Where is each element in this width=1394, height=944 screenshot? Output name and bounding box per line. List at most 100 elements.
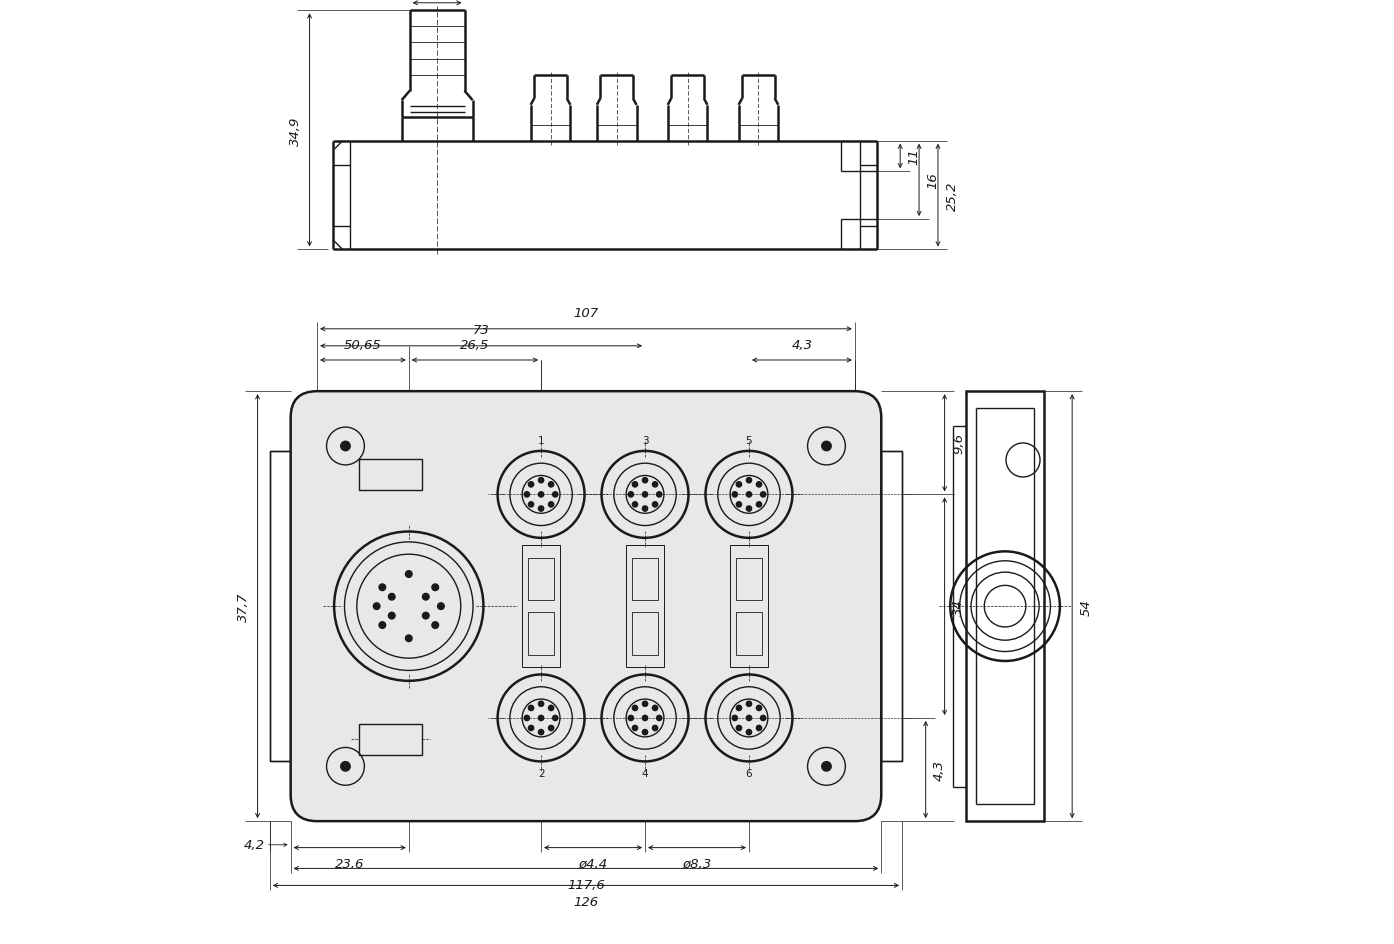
- Bar: [736, 613, 763, 655]
- Circle shape: [374, 603, 381, 610]
- Circle shape: [438, 603, 445, 610]
- Text: 3: 3: [641, 435, 648, 445]
- Circle shape: [524, 492, 530, 497]
- Circle shape: [548, 482, 553, 487]
- Text: 4,3: 4,3: [933, 759, 947, 781]
- Circle shape: [406, 635, 413, 642]
- Circle shape: [757, 482, 761, 487]
- Circle shape: [528, 726, 534, 731]
- Text: ø4,4: ø4,4: [579, 857, 608, 870]
- Circle shape: [389, 613, 395, 619]
- Text: 11: 11: [907, 148, 920, 165]
- Circle shape: [548, 705, 553, 711]
- Circle shape: [643, 716, 648, 721]
- Circle shape: [657, 492, 662, 497]
- Circle shape: [422, 594, 429, 600]
- Circle shape: [736, 482, 742, 487]
- Text: 107: 107: [573, 307, 598, 320]
- Circle shape: [652, 482, 658, 487]
- Text: 26,5: 26,5: [460, 338, 489, 351]
- Text: 23,6: 23,6: [335, 857, 364, 870]
- Bar: [358, 460, 422, 491]
- Text: 1: 1: [538, 435, 545, 445]
- Circle shape: [422, 613, 429, 619]
- Circle shape: [746, 478, 751, 483]
- Bar: [631, 558, 658, 600]
- Text: 117,6: 117,6: [567, 878, 605, 891]
- Circle shape: [746, 716, 751, 721]
- Circle shape: [732, 492, 737, 497]
- Circle shape: [389, 594, 395, 600]
- Text: 34: 34: [952, 598, 965, 615]
- Circle shape: [821, 762, 831, 771]
- Circle shape: [746, 492, 751, 497]
- Circle shape: [643, 506, 648, 512]
- Circle shape: [633, 705, 637, 711]
- Text: ø8,3: ø8,3: [683, 857, 711, 870]
- Circle shape: [821, 442, 831, 451]
- Text: 73: 73: [473, 324, 489, 337]
- Text: 37,7: 37,7: [237, 592, 250, 621]
- Circle shape: [757, 502, 761, 508]
- Circle shape: [757, 726, 761, 731]
- Circle shape: [652, 502, 658, 508]
- Circle shape: [538, 730, 544, 735]
- Circle shape: [652, 705, 658, 711]
- Circle shape: [746, 701, 751, 707]
- Text: 16: 16: [927, 173, 940, 189]
- Circle shape: [548, 502, 553, 508]
- Circle shape: [757, 705, 761, 711]
- Circle shape: [652, 726, 658, 731]
- Circle shape: [548, 726, 553, 731]
- Text: 5: 5: [746, 435, 753, 445]
- Bar: [523, 546, 560, 667]
- Circle shape: [552, 492, 558, 497]
- Circle shape: [538, 716, 544, 721]
- Bar: [626, 546, 664, 667]
- Text: 9,6: 9,6: [952, 432, 965, 454]
- Text: 2: 2: [538, 768, 545, 778]
- Bar: [736, 558, 763, 600]
- Text: 25,2: 25,2: [945, 181, 959, 211]
- Circle shape: [538, 478, 544, 483]
- Circle shape: [643, 730, 648, 735]
- Circle shape: [736, 705, 742, 711]
- Circle shape: [643, 492, 648, 497]
- Bar: [730, 546, 768, 667]
- Circle shape: [406, 571, 413, 578]
- Circle shape: [538, 506, 544, 512]
- Circle shape: [379, 622, 386, 629]
- Circle shape: [633, 726, 637, 731]
- Text: 6: 6: [746, 768, 753, 778]
- Circle shape: [340, 762, 350, 771]
- Text: 4: 4: [641, 768, 648, 778]
- Circle shape: [657, 716, 662, 721]
- Circle shape: [432, 622, 439, 629]
- Bar: [358, 724, 422, 755]
- Circle shape: [643, 701, 648, 707]
- Bar: [966, 392, 1044, 821]
- Circle shape: [736, 726, 742, 731]
- Bar: [631, 613, 658, 655]
- Bar: [881, 452, 902, 761]
- Circle shape: [528, 705, 534, 711]
- Circle shape: [629, 492, 633, 497]
- Circle shape: [633, 502, 637, 508]
- Circle shape: [736, 502, 742, 508]
- Circle shape: [552, 716, 558, 721]
- Bar: [270, 452, 291, 761]
- Text: 54: 54: [1080, 598, 1093, 615]
- Circle shape: [746, 730, 751, 735]
- Circle shape: [432, 584, 439, 591]
- Circle shape: [746, 506, 751, 512]
- Circle shape: [340, 442, 350, 451]
- Circle shape: [732, 716, 737, 721]
- Circle shape: [538, 492, 544, 497]
- Circle shape: [538, 701, 544, 707]
- Bar: [528, 558, 555, 600]
- Circle shape: [761, 492, 765, 497]
- Circle shape: [528, 502, 534, 508]
- FancyBboxPatch shape: [291, 392, 881, 821]
- Circle shape: [629, 716, 633, 721]
- Text: 4,2: 4,2: [244, 838, 265, 851]
